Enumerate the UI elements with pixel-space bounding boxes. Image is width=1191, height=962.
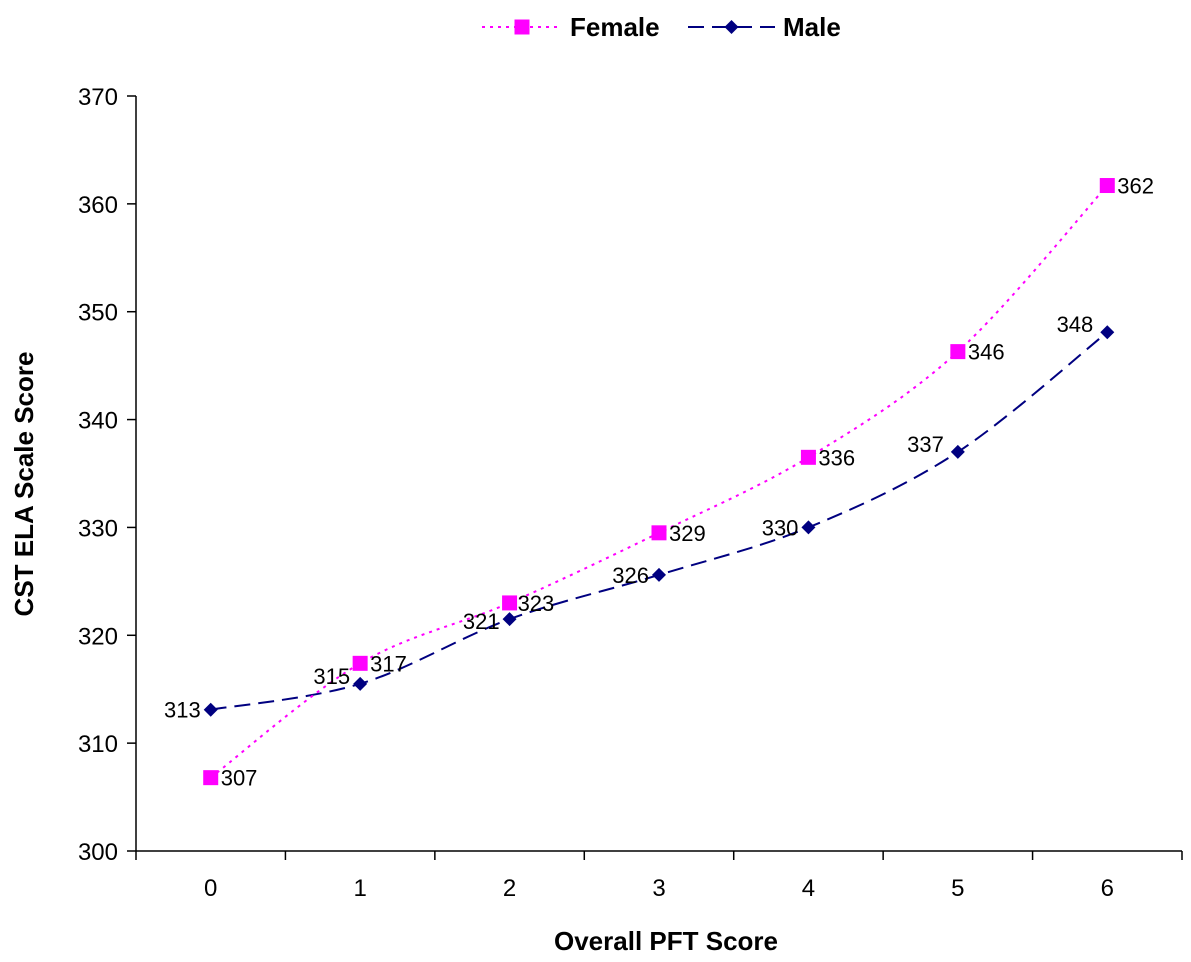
data-point-female (502, 595, 518, 611)
y-ticks: 300 310 320 330 340 350 360 370 (78, 84, 136, 866)
y-tick-label: 350 (78, 300, 118, 327)
y-tick-label: 300 (78, 839, 118, 866)
data-label-female: 323 (518, 591, 555, 616)
y-tick-label: 340 (78, 408, 118, 435)
x-tick-label: 4 (802, 875, 815, 902)
data-label-male: 348 (1057, 312, 1094, 337)
legend-marker (724, 20, 739, 34)
data-point-male (203, 702, 218, 717)
data-point-male (801, 520, 816, 535)
legend-label: Female (570, 12, 660, 42)
series-line-male (210, 331, 1108, 711)
data-label-male: 326 (612, 563, 649, 588)
x-tick-label: 6 (1101, 875, 1114, 902)
x-tick-label: 5 (951, 875, 964, 902)
y-tick-label: 370 (78, 84, 118, 111)
data-label-female: 317 (370, 651, 407, 676)
data-label-male: 330 (762, 515, 799, 540)
y-tick-label: 320 (78, 623, 118, 650)
data-label-female: 336 (818, 445, 855, 470)
data-point-female (203, 770, 219, 786)
legend-item-male: Male (688, 12, 841, 42)
x-tick-label: 2 (503, 875, 516, 902)
y-tick-label: 330 (78, 515, 118, 542)
legend-marker (514, 19, 530, 35)
x-ticks: 0 1 2 3 4 5 6 (135, 851, 1183, 902)
data-label-female: 329 (669, 521, 706, 546)
data-point-female (950, 344, 966, 360)
data-point-female (651, 525, 667, 541)
data-point-female (800, 449, 816, 465)
y-tick-label: 360 (78, 192, 118, 219)
data-label-female: 362 (1117, 174, 1154, 199)
data-point-male (652, 567, 666, 582)
legend-label: Male (783, 12, 841, 42)
data-point-male (1100, 325, 1115, 340)
axes: 300 310 320 330 340 350 360 370 0 1 2 3 4 5 6 (78, 84, 1183, 902)
data-point-male (502, 612, 517, 627)
series-male (203, 325, 1115, 717)
data-label-female: 346 (968, 340, 1005, 365)
x-axis-title: Overall PFT Score (554, 926, 778, 956)
x-tick-label: 0 (204, 875, 217, 902)
series-female (203, 178, 1115, 786)
data-label-male: 337 (907, 432, 944, 457)
series-layer: 313 315 321 326 330 337 348 307 317 323 329 336 346 3… (164, 174, 1154, 791)
data-point-male (950, 444, 965, 459)
data-label-male: 313 (164, 698, 201, 723)
data-label-male: 321 (463, 609, 500, 634)
legend: Female Male (482, 12, 841, 42)
x-tick-label: 1 (353, 875, 366, 902)
data-point-female (352, 655, 368, 671)
y-tick-label: 310 (78, 731, 118, 758)
data-label-male: 315 (313, 664, 350, 689)
data-point-female (1099, 178, 1115, 194)
y-axis-title: CST ELA Scale Score (9, 352, 39, 617)
data-point-male (353, 676, 368, 691)
x-tick-label: 3 (652, 875, 665, 902)
legend-item-female: Female (482, 12, 660, 42)
data-label-female: 307 (221, 766, 258, 791)
